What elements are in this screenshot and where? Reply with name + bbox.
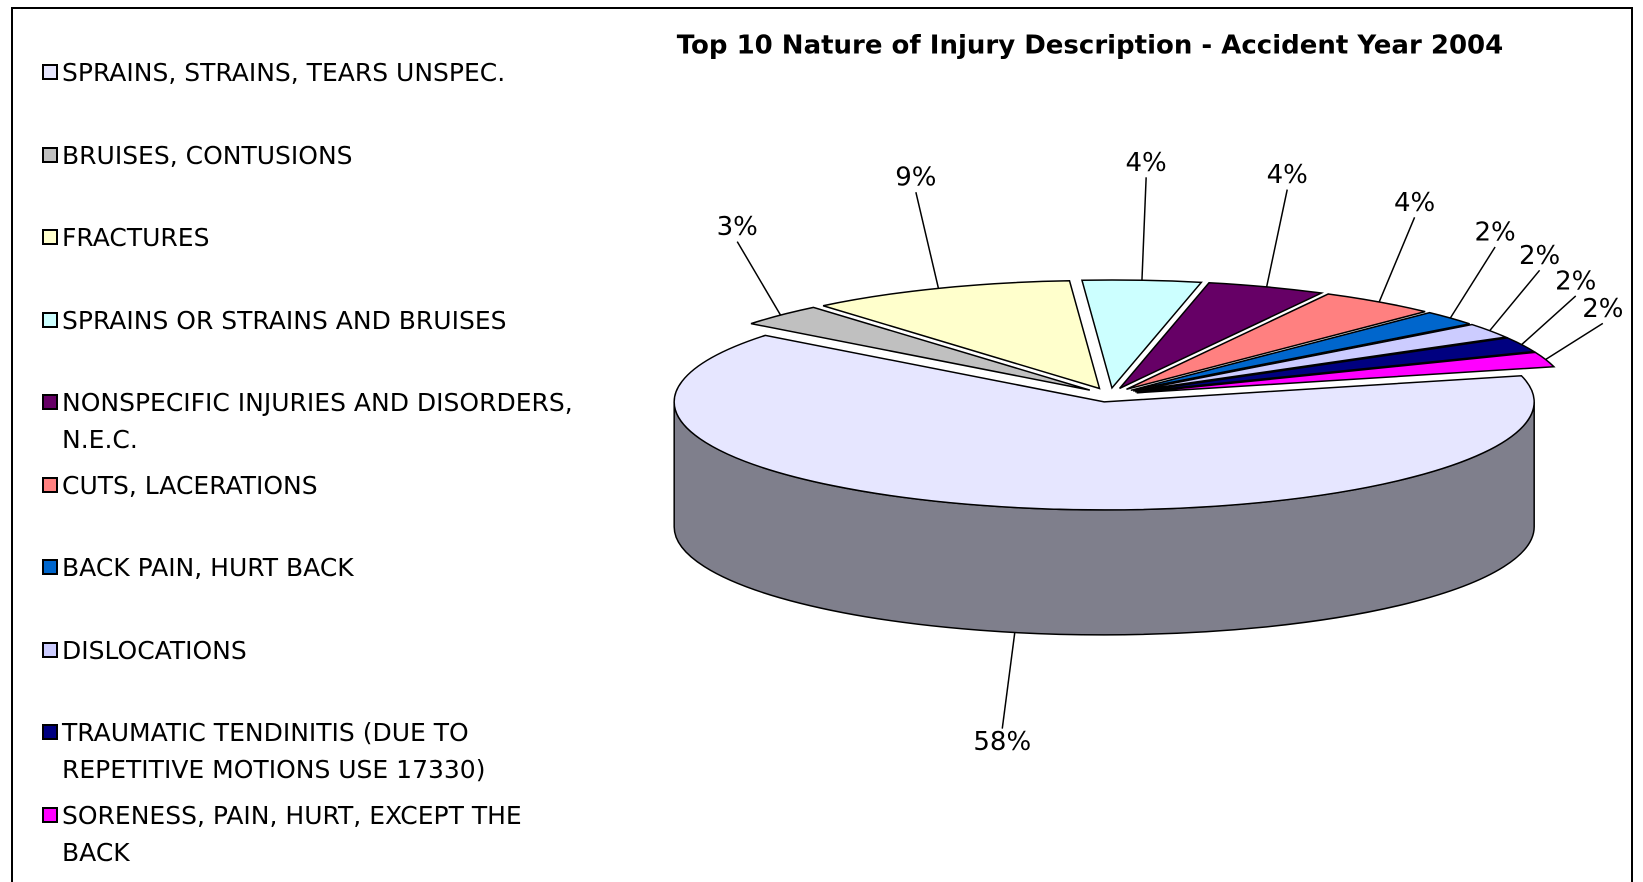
pie-slice	[1133, 323, 1509, 392]
pie-slice	[673, 334, 1535, 511]
leader-line	[1521, 295, 1577, 346]
leader-line	[915, 192, 940, 289]
legend-label: SPRAINS OR STRAINS AND BRUISES	[62, 305, 507, 335]
legend-swatch	[42, 146, 58, 163]
legend-label: BACK PAIN, HURT BACK	[62, 553, 354, 582]
leader-line	[1489, 269, 1541, 332]
legend-item: SPRAINS OR STRAINS AND BRUISES	[42, 302, 582, 339]
pie-slice	[1080, 279, 1203, 390]
leader-line	[1265, 189, 1288, 288]
legend-swatch	[42, 229, 58, 245]
legend-label: CUTS, LACERATIONS	[62, 470, 318, 500]
legend-swatch	[42, 64, 58, 80]
legend-item: BACK PAIN, HURT BACK	[42, 549, 582, 586]
data-label: 2%	[1519, 241, 1560, 271]
legend-item: NONSPECIFIC INJURIES AND DISORDERS, N.E.…	[42, 384, 582, 458]
legend-swatch	[42, 806, 58, 823]
leader-line	[1449, 246, 1496, 319]
data-label: 9%	[895, 163, 936, 193]
chart-title: Top 10 Nature of Injury Description - Ac…	[677, 31, 1503, 61]
legend-swatch	[42, 311, 58, 328]
legend-label: SORENESS, PAIN, HURT, EXCEPT THE BACK	[62, 800, 522, 867]
pie-slice	[1126, 293, 1426, 391]
legend-label: TRAUMATIC TENDINITIS (DUE TO REPETITIVE …	[62, 718, 486, 784]
legend-item: SPRAINS, STRAINS, TEARS UNSPEC.	[42, 54, 582, 91]
data-label: 4%	[1394, 188, 1435, 218]
legend-item: DISLOCATIONS	[42, 632, 582, 669]
data-label: 3%	[717, 212, 758, 242]
legend-item: FRACTURES	[42, 219, 582, 256]
legend-label: DISLOCATIONS	[62, 635, 247, 665]
data-label: 4%	[1267, 160, 1308, 190]
legend-item: TRAUMATIC TENDINITIS (DUE TO REPETITIVE …	[42, 714, 582, 788]
pie-slice	[822, 279, 1101, 390]
leader-line	[1141, 177, 1147, 281]
legend-swatch	[42, 641, 58, 658]
data-label: 4%	[1126, 148, 1167, 178]
legend-label: BRUISES, CONTUSIONS	[62, 140, 353, 170]
legend-item: BRUISES, CONTUSIONS	[42, 137, 582, 174]
legend-label: NONSPECIFIC INJURIES AND DISORDERS, N.E.…	[62, 388, 573, 454]
data-label: 58%	[973, 727, 1031, 757]
leader-line	[1001, 632, 1016, 729]
legend-swatch	[42, 559, 58, 575]
legend-item: CUTS, LACERATIONS	[42, 467, 582, 504]
leader-line	[1378, 217, 1416, 303]
pie-slice	[1130, 311, 1470, 392]
leader-line	[1545, 322, 1604, 361]
pie-slice	[1119, 281, 1325, 390]
data-label: 2%	[1474, 217, 1515, 247]
legend-item: SORENESS, PAIN, HURT, EXCEPT THE BACK	[42, 797, 582, 871]
data-label: 2%	[1555, 266, 1596, 296]
legend-swatch	[42, 724, 58, 740]
data-label: 2%	[1582, 294, 1623, 324]
legend-label: SPRAINS, STRAINS, TEARS UNSPEC.	[62, 58, 506, 87]
legend-label: FRACTURES	[62, 223, 210, 252]
leader-line	[736, 241, 782, 316]
legend-swatch	[42, 476, 58, 493]
legend-swatch	[42, 394, 58, 410]
